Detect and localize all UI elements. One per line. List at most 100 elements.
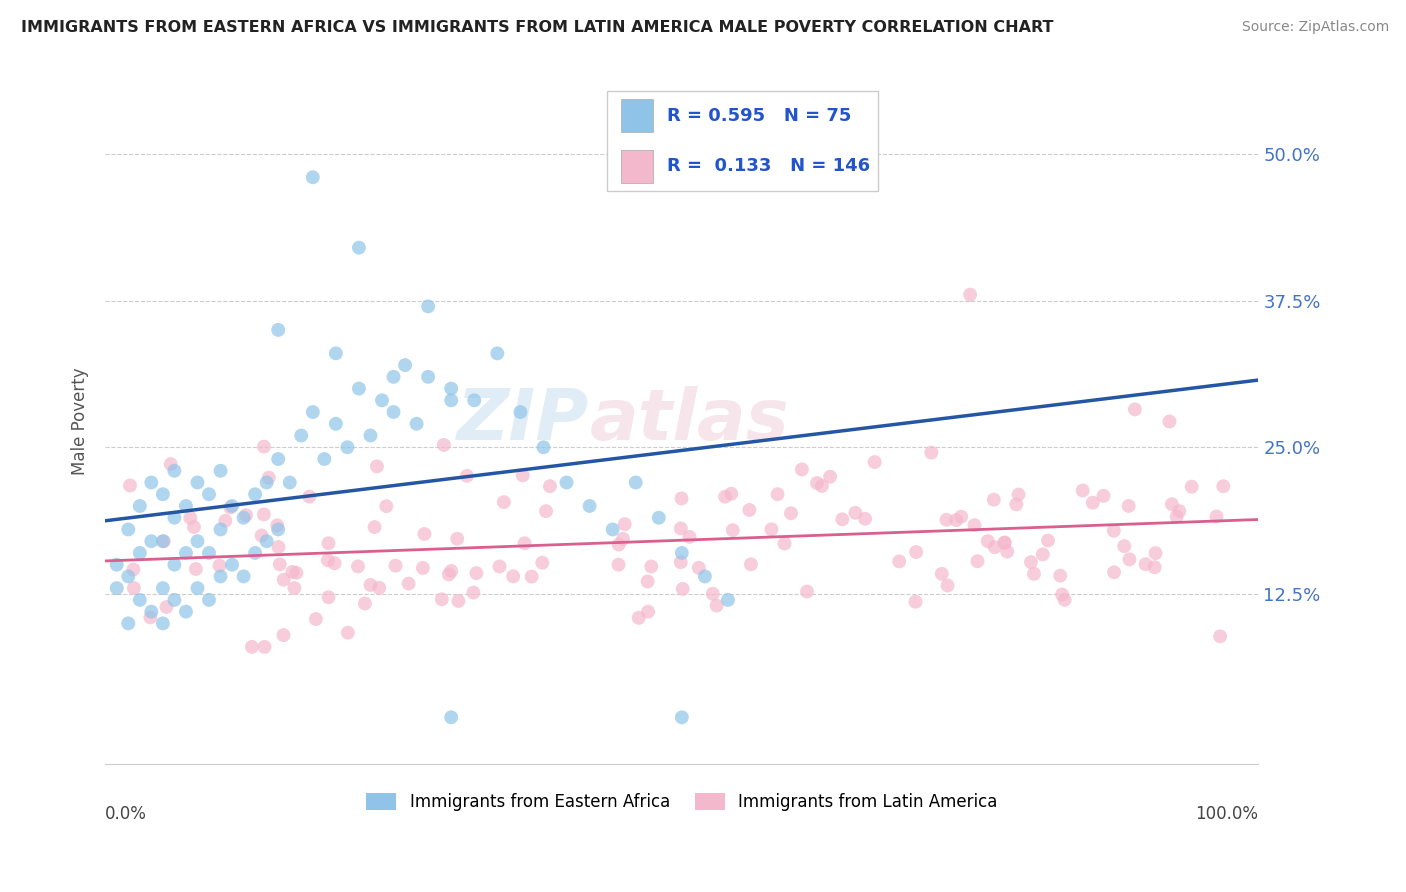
Point [253, 640, 276, 654]
Point [163, 558, 186, 572]
Point [359, 428, 381, 442]
Point [283, 581, 305, 595]
Point [152, 581, 174, 595]
Point [298, 490, 321, 504]
Point [509, 405, 531, 419]
Point [607, 558, 630, 572]
Point [959, 287, 981, 301]
Text: IMMIGRANTS FROM EASTERN AFRICA VS IMMIGRANTS FROM LATIN AMERICA MALE POVERTY COR: IMMIGRANTS FROM EASTERN AFRICA VS IMMIGR… [21, 20, 1053, 35]
Point [447, 594, 470, 608]
Point [253, 508, 276, 522]
Point [721, 523, 744, 537]
Point [1181, 480, 1204, 494]
Point [613, 517, 636, 532]
Point [394, 358, 416, 372]
Point [446, 532, 468, 546]
Point [983, 540, 1005, 554]
Point [382, 369, 405, 384]
Point [316, 553, 339, 567]
Point [488, 559, 510, 574]
Text: R =  0.133   N = 146: R = 0.133 N = 146 [666, 157, 870, 175]
Point [761, 522, 783, 536]
Point [273, 573, 295, 587]
Point [141, 475, 163, 490]
Point [1050, 587, 1073, 601]
Point [128, 546, 150, 560]
Point [122, 581, 145, 595]
Point [534, 504, 557, 518]
Point [1205, 509, 1227, 524]
Point [904, 595, 927, 609]
Point [863, 455, 886, 469]
Point [221, 558, 243, 572]
Point [198, 546, 221, 560]
Point [773, 536, 796, 550]
Point [267, 540, 290, 554]
Point [235, 508, 257, 523]
Point [688, 561, 710, 575]
Point [118, 478, 141, 492]
Point [1092, 489, 1115, 503]
Point [994, 535, 1017, 549]
Point [363, 520, 385, 534]
Point [209, 523, 232, 537]
Point [250, 528, 273, 542]
Point [1135, 558, 1157, 572]
Point [253, 440, 276, 454]
Point [831, 512, 853, 526]
Point [219, 500, 242, 515]
Point [152, 534, 174, 549]
Text: Source: ZipAtlas.com: Source: ZipAtlas.com [1241, 20, 1389, 34]
Point [198, 593, 221, 607]
Point [163, 510, 186, 524]
Point [796, 584, 818, 599]
Point [318, 591, 340, 605]
Point [531, 556, 554, 570]
Point [267, 452, 290, 467]
Point [977, 534, 1000, 549]
Point [405, 417, 427, 431]
Point [128, 499, 150, 513]
Point [671, 491, 693, 506]
Point [269, 558, 291, 572]
Point [706, 599, 728, 613]
Point [174, 605, 197, 619]
Point [790, 462, 813, 476]
Point [538, 479, 561, 493]
Point [179, 510, 201, 524]
Point [463, 393, 485, 408]
Point [416, 299, 439, 313]
Point [209, 464, 232, 478]
Text: 0.0%: 0.0% [105, 805, 148, 823]
Point [174, 499, 197, 513]
Point [384, 558, 406, 573]
Point [465, 566, 488, 581]
Point [1209, 629, 1232, 643]
Point [966, 554, 988, 568]
Point [174, 546, 197, 560]
Point [266, 518, 288, 533]
Point [440, 382, 463, 396]
Point [366, 459, 388, 474]
Point [1049, 568, 1071, 582]
Point [347, 241, 370, 255]
Point [433, 438, 456, 452]
Text: R = 0.595   N = 75: R = 0.595 N = 75 [666, 107, 851, 125]
Point [163, 593, 186, 607]
Point [382, 405, 405, 419]
Point [935, 513, 957, 527]
Point [371, 393, 394, 408]
Point [936, 578, 959, 592]
Point [325, 346, 347, 360]
Point [184, 562, 207, 576]
Point [889, 554, 911, 568]
Text: 100.0%: 100.0% [1195, 805, 1258, 823]
Point [122, 562, 145, 576]
Point [963, 518, 986, 533]
Point [486, 346, 509, 360]
Point [853, 512, 876, 526]
Point [256, 534, 278, 549]
Point [983, 492, 1005, 507]
Point [105, 558, 128, 572]
Point [1123, 402, 1146, 417]
